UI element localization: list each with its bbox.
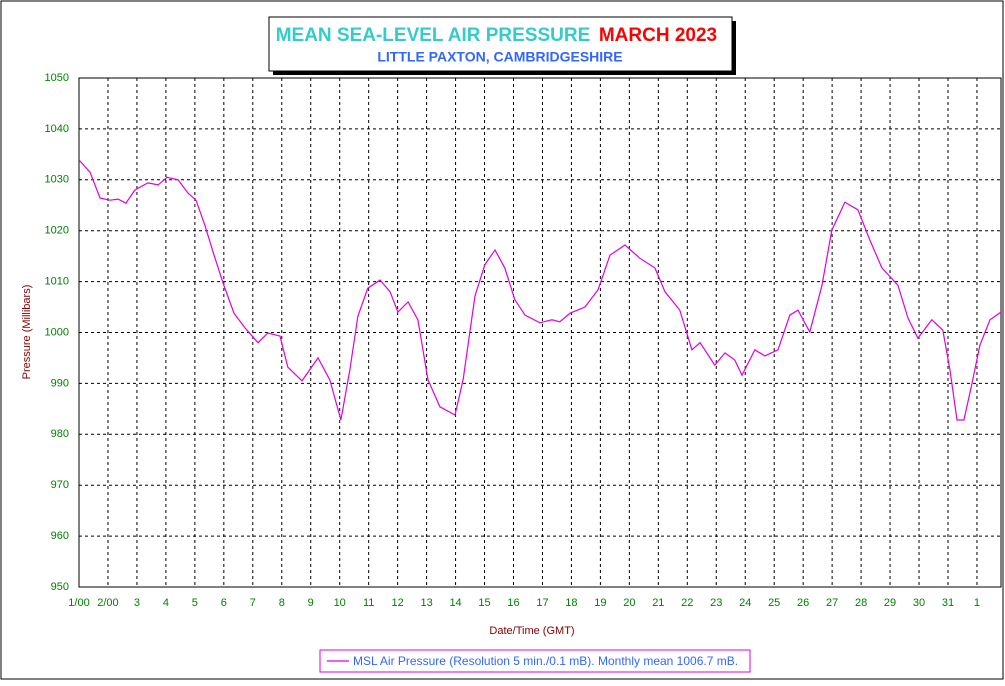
x-tick-label: 19 [594,597,606,609]
chart-subtitle: LITTLE PAXTON, CAMBRIDGESHIRE [377,49,622,65]
y-tick-label: 970 [51,479,69,491]
x-tick-label: 5 [192,597,198,609]
x-tick-label: 2/00 [97,597,118,609]
x-tick-label: 6 [221,597,227,609]
x-tick-label: 20 [623,597,635,609]
x-tick-label: 4 [163,597,169,609]
data-line [78,159,1002,421]
x-tick-label: 14 [449,597,461,609]
x-tick-label: 24 [739,597,751,609]
y-tick-label: 960 [51,530,69,542]
x-tick-label: 8 [279,597,285,609]
y-tick-label: 950 [51,581,69,593]
x-tick-label: 1 [974,597,980,609]
y-tick-label: 980 [51,428,69,440]
x-tick-label: 3 [134,597,140,609]
x-tick-label: 27 [826,597,838,609]
x-tick-label: 22 [681,597,693,609]
x-tick-label: 9 [308,597,314,609]
x-tick-label: 17 [536,597,548,609]
x-tick-label: 31 [942,597,954,609]
x-tick-label: 18 [565,597,577,609]
title-box [268,16,733,72]
y-axis-label: Pressure (Millibars) [21,285,33,380]
x-tick-label: 12 [392,597,404,609]
y-tick-label: 1020 [45,225,69,237]
x-tick-label: 21 [652,597,664,609]
x-tick-label: 7 [250,597,256,609]
legend-label: MSL Air Pressure (Resolution 5 min./0.1 … [353,654,738,668]
x-axis-label: Date/Time (GMT) [489,625,574,637]
y-tick-label: 990 [51,377,69,389]
x-tick-label: 13 [420,597,432,609]
x-tick-label: 11 [363,597,374,609]
x-tick-label: 26 [797,597,809,609]
x-tick-label: 10 [334,597,346,609]
y-tick-label: 1030 [45,174,69,186]
x-tick-label: 28 [855,597,867,609]
x-tick-label: 1/00 [68,597,89,609]
y-tick-label: 1040 [45,123,69,135]
x-tick-label: 25 [768,597,780,609]
y-tick-label: 1010 [45,276,69,288]
chart-title-date: MARCH 2023 [599,25,717,46]
y-tick-label: 1050 [45,72,69,84]
x-tick-label: 16 [507,597,519,609]
x-tick-label: 30 [913,597,925,609]
chart-title: MEAN SEA-LEVEL AIR PRESSURE [276,25,591,46]
plot-border [78,77,1002,588]
legend-box [319,649,751,673]
y-tick-label: 1000 [45,326,69,338]
x-tick-label: 15 [478,597,490,609]
x-tick-label: 29 [884,597,896,609]
x-tick-label: 23 [710,597,722,609]
